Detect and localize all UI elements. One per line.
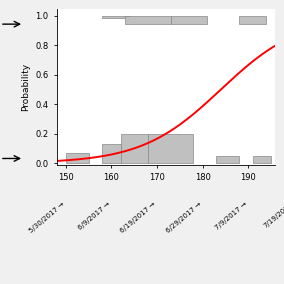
Bar: [148, 134, 193, 163]
Bar: [121, 134, 148, 163]
Y-axis label: Probability: Probability: [21, 62, 30, 111]
Bar: [216, 156, 239, 163]
Text: 7/9/2017 →: 7/9/2017 →: [214, 201, 248, 231]
Bar: [125, 16, 171, 24]
Bar: [102, 16, 130, 18]
Bar: [253, 156, 271, 163]
Text: 5/30/2017 →: 5/30/2017 →: [28, 201, 66, 234]
Text: 7/19/2017: 7/19/2017: [262, 201, 284, 229]
Text: 6/29/2017 →: 6/29/2017 →: [165, 201, 202, 234]
Text: 6/19/2017 →: 6/19/2017 →: [119, 201, 157, 234]
Bar: [171, 16, 207, 24]
Bar: [66, 153, 89, 163]
Bar: [102, 144, 121, 163]
Text: 6/9/2017 →: 6/9/2017 →: [77, 201, 111, 231]
Bar: [239, 16, 266, 24]
